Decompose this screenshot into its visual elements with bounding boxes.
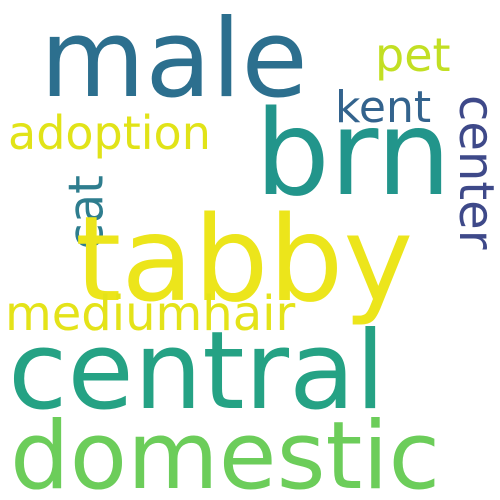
word-center: center [448,95,500,250]
word-mediumhair: mediumhair [5,286,296,342]
word-domestic: domestic [10,402,441,500]
word-male: male [40,0,308,122]
word-adoption: adoption [8,106,211,160]
word-pet: pet [375,28,451,82]
word-tabby: tabby [75,190,414,328]
word-brn: brn [255,84,452,222]
word-kent: kent [335,82,432,133]
word-central: central [8,309,386,434]
